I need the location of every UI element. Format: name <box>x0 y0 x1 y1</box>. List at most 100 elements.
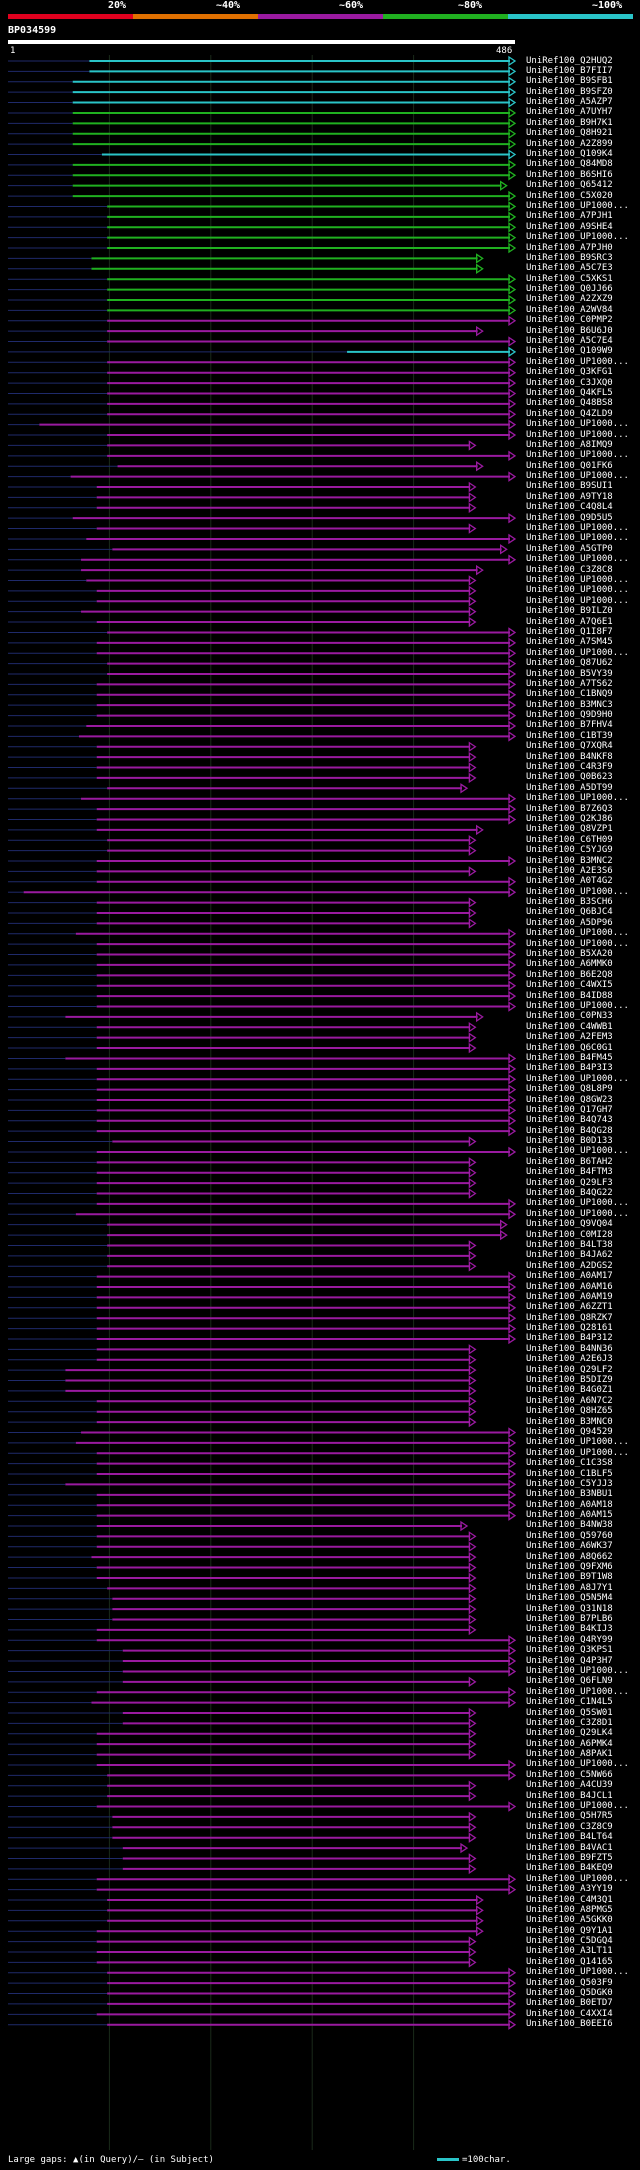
hit-name[interactable]: UniRef100_UP1000... <box>526 1873 629 1884</box>
hit-name[interactable]: UniRef100_B7FII7 <box>526 65 613 76</box>
hit-name[interactable]: UniRef100_A9TY18 <box>526 491 613 502</box>
hit-name[interactable]: UniRef100_UP1000... <box>526 595 629 606</box>
hit-name[interactable]: UniRef100_A5DP96 <box>526 917 613 928</box>
hit-name[interactable]: UniRef100_B9FZT5 <box>526 1852 613 1863</box>
hit-name[interactable]: UniRef100_B4VAC1 <box>526 1842 613 1853</box>
hit-name[interactable]: UniRef100_UP1000... <box>526 1967 629 1978</box>
hit-name[interactable]: UniRef100_B6TAH2 <box>526 1156 613 1167</box>
hit-name[interactable]: UniRef100_C4R3F9 <box>526 762 613 773</box>
hit-name[interactable]: UniRef100_B4LT38 <box>526 1239 613 1250</box>
hit-name[interactable]: UniRef100_A5GTP0 <box>526 543 613 554</box>
hit-name[interactable]: UniRef100_UP1000... <box>526 200 629 211</box>
hit-name[interactable]: UniRef100_B7Z6Q3 <box>526 803 613 814</box>
hit-name[interactable]: UniRef100_A7TS62 <box>526 678 613 689</box>
hit-name[interactable]: UniRef100_UP1000... <box>526 1208 629 1219</box>
hit-name[interactable]: UniRef100_Q8HZ65 <box>526 1406 613 1417</box>
hit-name[interactable]: UniRef100_C1BNQ9 <box>526 689 613 700</box>
hit-name[interactable]: UniRef100_A6ZZT1 <box>526 1302 613 1313</box>
hit-name[interactable]: UniRef100_B4KEQ9 <box>526 1863 613 1874</box>
hit-name[interactable]: UniRef100_Q01FK6 <box>526 460 613 471</box>
hit-name[interactable]: UniRef100_Q5N5M4 <box>526 1593 613 1604</box>
hit-name[interactable]: UniRef100_A2WV84 <box>526 304 613 315</box>
hit-name[interactable]: UniRef100_Q8VZP1 <box>526 824 613 835</box>
hit-name[interactable]: UniRef100_Q8L8P9 <box>526 1084 613 1095</box>
hit-name[interactable]: UniRef100_A0T4G2 <box>526 876 613 887</box>
hit-name[interactable]: UniRef100_UP1000... <box>526 1759 629 1770</box>
hit-name[interactable]: UniRef100_Q48BS8 <box>526 398 613 409</box>
hit-name[interactable]: UniRef100_A2FEM3 <box>526 1032 613 1043</box>
hit-name[interactable]: UniRef100_UP1000... <box>526 585 629 596</box>
hit-name[interactable]: UniRef100_C0PN33 <box>526 1011 613 1022</box>
hit-name[interactable]: UniRef100_Q31N18 <box>526 1603 613 1614</box>
hit-name[interactable]: UniRef100_C6TH09 <box>526 834 613 845</box>
hit-name[interactable]: UniRef100_B4NKF8 <box>526 751 613 762</box>
hit-name[interactable]: UniRef100_B5XA20 <box>526 949 613 960</box>
hit-name[interactable]: UniRef100_A7UYH7 <box>526 107 613 118</box>
hit-name[interactable]: UniRef100_C4WXI5 <box>526 980 613 991</box>
hit-name[interactable]: UniRef100_A6WK37 <box>526 1541 613 1552</box>
hit-name[interactable]: UniRef100_B4ID88 <box>526 990 613 1001</box>
hit-name[interactable]: UniRef100_Q3KFG1 <box>526 367 613 378</box>
hit-name[interactable]: UniRef100_UP1000... <box>526 450 629 461</box>
hit-name[interactable]: UniRef100_C5DGQ4 <box>526 1936 613 1947</box>
hit-name[interactable]: UniRef100_UP1000... <box>526 471 629 482</box>
hit-name[interactable]: UniRef100_Q2HUQ2 <box>526 55 613 66</box>
hit-name[interactable]: UniRef100_C5XKS1 <box>526 273 613 284</box>
hit-name[interactable]: UniRef100_A5C7E4 <box>526 336 613 347</box>
hit-name[interactable]: UniRef100_C3Z8C9 <box>526 1821 613 1832</box>
hit-name[interactable]: UniRef100_A2DGS2 <box>526 1260 613 1271</box>
hit-name[interactable]: UniRef100_B0ETD7 <box>526 1998 613 2009</box>
hit-name[interactable]: UniRef100_Q94529 <box>526 1426 613 1437</box>
hit-name[interactable]: UniRef100_Q1I8F7 <box>526 626 613 637</box>
hit-name[interactable]: UniRef100_UP1000... <box>526 1686 629 1697</box>
hit-name[interactable]: UniRef100_B0EEI6 <box>526 2019 613 2030</box>
hit-name[interactable]: UniRef100_A2E6J3 <box>526 1354 613 1365</box>
hit-name[interactable]: UniRef100_Q59760 <box>526 1530 613 1541</box>
hit-name[interactable]: UniRef100_A9SHE4 <box>526 221 613 232</box>
hit-name[interactable]: UniRef100_B7FHV4 <box>526 720 613 731</box>
hit-name[interactable]: UniRef100_B3SCH6 <box>526 897 613 908</box>
hit-name[interactable]: UniRef100_B4FTM3 <box>526 1167 613 1178</box>
hit-name[interactable]: UniRef100_C1BLF5 <box>526 1468 613 1479</box>
hit-name[interactable]: UniRef100_UP1000... <box>526 232 629 243</box>
hit-name[interactable]: UniRef100_B6SHI6 <box>526 169 613 180</box>
hit-name[interactable]: UniRef100_Q6FLN9 <box>526 1676 613 1687</box>
hit-name[interactable]: UniRef100_Q29LK4 <box>526 1728 613 1739</box>
hit-name[interactable]: UniRef100_C5YJJ3 <box>526 1478 613 1489</box>
hit-name[interactable]: UniRef100_A3YY19 <box>526 1884 613 1895</box>
hit-name[interactable]: UniRef100_Q9FXM6 <box>526 1562 613 1573</box>
hit-name[interactable]: UniRef100_B5VY39 <box>526 668 613 679</box>
hit-name[interactable]: UniRef100_UP1000... <box>526 1437 629 1448</box>
hit-name[interactable]: UniRef100_UP1000... <box>526 575 629 585</box>
hit-name[interactable]: UniRef100_C5NW66 <box>526 1769 613 1780</box>
hit-name[interactable]: UniRef100_Q8GW23 <box>526 1094 613 1105</box>
hit-name[interactable]: UniRef100_A0AM17 <box>526 1271 613 1282</box>
hit-name[interactable]: UniRef100_UP1000... <box>526 419 629 430</box>
hit-name[interactable]: UniRef100_C0PMP2 <box>526 315 613 326</box>
hit-name[interactable]: UniRef100_Q9Y1A1 <box>526 1925 613 1936</box>
hit-name[interactable]: UniRef100_UP1000... <box>526 533 629 544</box>
hit-name[interactable]: UniRef100_A8PMG5 <box>526 1904 613 1915</box>
hit-name[interactable]: UniRef100_Q0B623 <box>526 772 613 783</box>
hit-name[interactable]: UniRef100_B4QG22 <box>526 1188 613 1198</box>
hit-name[interactable]: UniRef100_B4NN36 <box>526 1343 613 1354</box>
hit-name[interactable]: UniRef100_C3Z8C8 <box>526 564 613 575</box>
hit-name[interactable]: UniRef100_A6MMK0 <box>526 959 613 970</box>
hit-name[interactable]: UniRef100_Q14165 <box>526 1956 613 1967</box>
hit-name[interactable]: UniRef100_B9H7K1 <box>526 117 613 128</box>
hit-name[interactable]: UniRef100_B4G0Z1 <box>526 1385 613 1396</box>
hit-name[interactable]: UniRef100_Q109W9 <box>526 346 613 357</box>
hit-name[interactable]: UniRef100_B9ILZ0 <box>526 606 613 617</box>
hit-name[interactable]: UniRef100_B6U6J0 <box>526 325 613 336</box>
hit-name[interactable]: UniRef100_B6E2Q8 <box>526 969 613 980</box>
hit-name[interactable]: UniRef100_UP1000... <box>526 429 629 440</box>
hit-name[interactable]: UniRef100_Q4KFL5 <box>526 387 613 398</box>
hit-name[interactable]: UniRef100_A5C7E3 <box>526 263 613 274</box>
hit-name[interactable]: UniRef100_B9SUI1 <box>526 481 613 492</box>
hit-name[interactable]: UniRef100_C5YJG9 <box>526 845 613 856</box>
hit-name[interactable]: UniRef100_Q5DGK0 <box>526 1988 613 1999</box>
hit-name[interactable]: UniRef100_A2Z899 <box>526 138 613 149</box>
hit-name[interactable]: UniRef100_UP1000... <box>526 928 629 939</box>
hit-name[interactable]: UniRef100_C1C3S8 <box>526 1458 613 1469</box>
hit-name[interactable]: UniRef100_A8J7Y1 <box>526 1582 613 1593</box>
